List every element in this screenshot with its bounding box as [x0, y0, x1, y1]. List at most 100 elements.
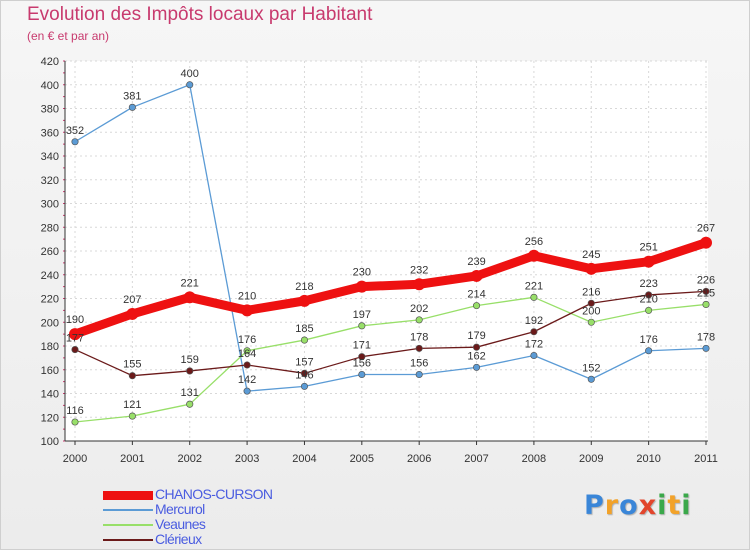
- data-point: [300, 336, 309, 344]
- data-label: 190: [66, 314, 84, 326]
- data-label: 239: [467, 256, 485, 268]
- logo-letter: i: [681, 490, 692, 521]
- data-label: 210: [238, 290, 256, 302]
- data-point: [69, 328, 81, 341]
- data-label: 192: [525, 315, 543, 327]
- data-point: [186, 400, 194, 408]
- x-tick-label: 2011: [694, 453, 718, 465]
- y-tick-label: 260: [41, 246, 59, 258]
- data-label: 178: [697, 331, 715, 343]
- data-label: 178: [410, 331, 428, 343]
- legend-label: Mercurol: [155, 501, 205, 517]
- data-point: [243, 347, 251, 355]
- y-tick-label: 180: [41, 341, 59, 353]
- data-label: 177: [66, 333, 84, 345]
- data-point: [527, 249, 540, 262]
- legend-label: Clérieux: [155, 531, 202, 547]
- data-point: [298, 294, 311, 307]
- data-label: 164: [238, 348, 256, 360]
- data-point: [530, 293, 538, 301]
- x-tick-label: 2003: [235, 453, 259, 465]
- x-tick-label: 2007: [464, 453, 488, 465]
- data-point: [243, 387, 251, 395]
- logo-letter: P: [584, 490, 605, 521]
- data-point: [415, 370, 423, 379]
- logo-letter: i: [657, 490, 668, 521]
- data-point: [587, 318, 595, 326]
- data-label: 176: [639, 334, 657, 346]
- data-point: [128, 103, 136, 111]
- x-tick-label: 2009: [579, 453, 603, 465]
- data-label: 155: [123, 359, 141, 371]
- data-label: 162: [467, 350, 485, 362]
- y-tick-label: 240: [41, 270, 59, 282]
- data-label: 172: [525, 339, 543, 351]
- data-point: [241, 304, 254, 317]
- data-point: [587, 375, 595, 383]
- data-point: [645, 291, 653, 299]
- data-point: [126, 307, 139, 320]
- data-point: [128, 412, 136, 420]
- data-point: [587, 299, 595, 307]
- y-tick-label: 400: [41, 80, 59, 92]
- y-tick-label: 420: [41, 56, 59, 68]
- y-tick-label: 120: [41, 412, 59, 424]
- data-point: [71, 138, 79, 146]
- data-label: 202: [410, 303, 428, 315]
- y-tick-label: 140: [41, 389, 59, 401]
- data-label: 159: [181, 354, 199, 366]
- data-label: 156: [410, 358, 428, 370]
- legend-swatch: [103, 539, 153, 541]
- x-tick-label: 2001: [120, 453, 144, 465]
- data-point: [300, 382, 309, 390]
- data-label: 200: [582, 305, 600, 317]
- data-label: 157: [295, 356, 313, 368]
- data-label: 400: [181, 68, 199, 80]
- data-label: 176: [238, 334, 256, 346]
- data-label: 230: [353, 267, 371, 279]
- data-label: 197: [353, 309, 371, 321]
- x-tick-label: 2006: [407, 453, 431, 465]
- data-point: [415, 344, 423, 352]
- data-label: 214: [467, 289, 485, 301]
- data-point: [702, 344, 710, 352]
- data-label: 352: [66, 125, 84, 137]
- data-label: 221: [525, 280, 543, 292]
- data-label: 381: [123, 90, 141, 102]
- data-label: 215: [697, 287, 715, 299]
- y-tick-label: 360: [41, 127, 59, 139]
- data-point: [183, 291, 196, 304]
- series-line-Veaunes: [74, 296, 707, 423]
- x-tick-label: 2008: [522, 453, 546, 465]
- data-point: [702, 287, 710, 295]
- data-label: 232: [410, 264, 428, 276]
- data-label: 251: [639, 242, 657, 254]
- data-point: [128, 372, 136, 380]
- data-label: 245: [582, 249, 600, 261]
- logo-letter: r: [604, 490, 620, 521]
- data-label: 116: [66, 405, 84, 417]
- data-label: 223: [639, 278, 657, 290]
- legend-label: Veaunes: [155, 516, 206, 532]
- series-line-Clérieux: [74, 290, 707, 377]
- x-tick-label: 2005: [350, 453, 374, 465]
- data-label: 216: [582, 286, 600, 298]
- data-point: [415, 316, 423, 324]
- series-line-Mercurol: [74, 84, 707, 392]
- data-point: [355, 280, 368, 293]
- data-point: [702, 300, 710, 308]
- y-tick-label: 340: [41, 151, 59, 163]
- data-point: [530, 351, 538, 360]
- y-tick-label: 100: [41, 436, 59, 448]
- legend-swatch: [103, 524, 153, 526]
- y-tick-label: 280: [41, 222, 59, 234]
- data-label: 210: [639, 293, 657, 305]
- data-point: [243, 361, 251, 369]
- data-label: 221: [181, 277, 199, 289]
- data-label: 171: [353, 340, 371, 352]
- data-point: [71, 346, 79, 354]
- legend-swatch: [103, 490, 153, 500]
- logo-letter: x: [638, 490, 658, 521]
- data-label: 226: [697, 274, 715, 286]
